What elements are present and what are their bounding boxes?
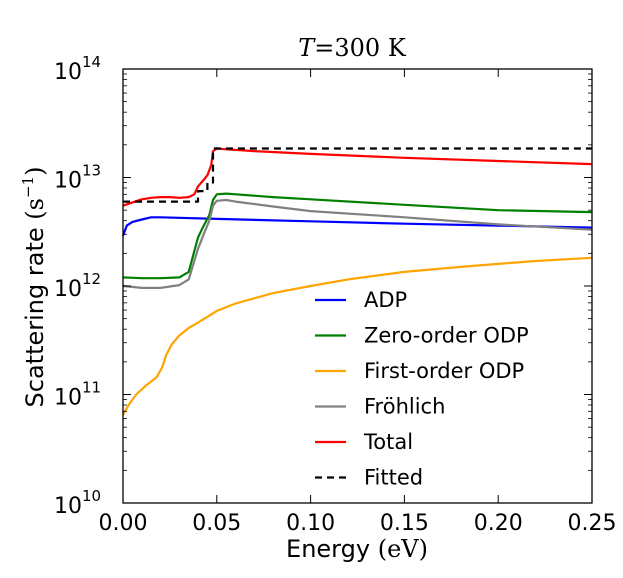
series-layer xyxy=(121,147,593,416)
legend: ADP Zero-order ODP First-order ODP Fröhlich… xyxy=(315,288,529,490)
x-tick-label-4: 0.20 xyxy=(474,511,523,536)
legend-label-5: Fitted xyxy=(364,466,423,490)
y-tick-base: 10 xyxy=(54,60,82,85)
y-tick-exponent: 10 xyxy=(82,487,101,505)
x-tick-label-0: 0.00 xyxy=(99,511,148,536)
y-axis-label-unit: (s xyxy=(21,198,49,220)
y-tick-base: 10 xyxy=(54,277,82,302)
y-axis-label: Scattering rate (s−1) xyxy=(19,167,49,408)
legend-label-1: Zero-order ODP xyxy=(364,324,529,348)
x-axis-label-unit: (eV) xyxy=(378,535,428,563)
x-axis-label: Energy (eV) xyxy=(286,535,428,563)
legend-label-2: First-order ODP xyxy=(364,359,524,383)
title-variable: T xyxy=(298,34,316,62)
plot-area xyxy=(121,68,593,504)
series-line-5 xyxy=(123,147,592,203)
series-line-4 xyxy=(122,147,593,207)
x-axis-label-text: Energy xyxy=(286,535,370,563)
x-tick-label-2: 0.10 xyxy=(286,511,335,536)
svg-text:T=300 K: T=300 K xyxy=(298,34,407,62)
title-value: =300 K xyxy=(314,34,407,62)
y-tick-exponent: 13 xyxy=(82,162,101,180)
series-line-1 xyxy=(122,192,593,280)
y-tick-label-2: 1012 xyxy=(54,270,101,302)
y-axis-label-exponent: −1 xyxy=(19,176,37,198)
legend-label-4: Total xyxy=(363,430,413,454)
series-line-2 xyxy=(122,256,593,416)
x-tick-label-5: 0.25 xyxy=(568,511,617,536)
y-tick-base: 10 xyxy=(54,169,82,194)
legend-label-0: ADP xyxy=(364,288,407,312)
x-tick-label-1: 0.05 xyxy=(192,511,241,536)
axes-frame xyxy=(122,68,593,504)
y-tick-label-3: 1013 xyxy=(54,162,101,194)
y-tick-label-1: 1011 xyxy=(54,379,101,411)
tick-marks xyxy=(122,68,593,504)
y-tick-label-0: 1010 xyxy=(54,487,101,519)
x-tick-label-3: 0.15 xyxy=(380,511,429,536)
y-tick-label-4: 1014 xyxy=(54,53,101,85)
y-tick-exponent: 12 xyxy=(82,270,101,288)
series-line-0 xyxy=(121,216,593,237)
legend-label-3: Fröhlich xyxy=(364,395,445,419)
y-tick-exponent: 11 xyxy=(82,379,101,397)
y-tick-base: 10 xyxy=(54,386,82,411)
y-tick-base: 10 xyxy=(54,494,82,519)
plot-title: T=300 K xyxy=(298,34,407,62)
y-axis-label-close: ) xyxy=(21,167,49,176)
x-tick-labels: 0.00 0.05 0.10 0.15 0.20 0.25 xyxy=(99,511,617,536)
series-line-3 xyxy=(122,198,593,289)
y-tick-exponent: 14 xyxy=(82,53,101,71)
y-axis-label-text: Scattering rate xyxy=(21,227,49,407)
